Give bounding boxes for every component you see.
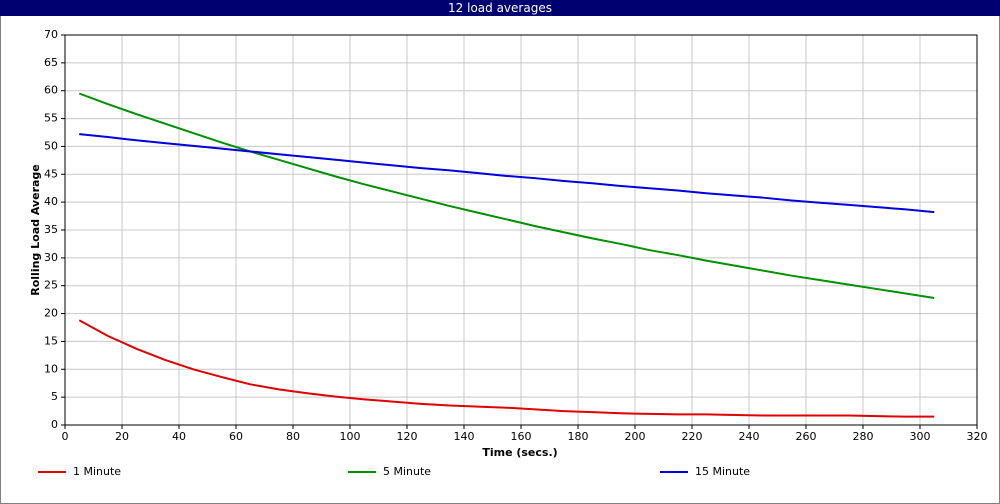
x-tick-label: 40	[172, 430, 186, 443]
x-tick-label: 260	[796, 430, 817, 443]
y-tick-label: 0	[51, 418, 58, 431]
plot-border	[64, 34, 978, 426]
y-tick-label: 50	[44, 139, 58, 152]
series-line	[79, 133, 935, 214]
x-tick-label: 100	[340, 430, 361, 443]
x-tick-label: 140	[454, 430, 475, 443]
x-axis-label: Time (secs.)	[482, 446, 557, 459]
y-tick-label: 45	[44, 167, 58, 180]
y-tick-label: 40	[44, 195, 58, 208]
y-tick-label: 55	[44, 112, 58, 125]
legend-label: 5 Minute	[383, 465, 431, 478]
x-tick-label: 60	[229, 430, 243, 443]
x-tick-label: 220	[682, 430, 703, 443]
x-tick-label: 20	[115, 430, 129, 443]
series-line	[78, 319, 935, 418]
x-tick-label: 200	[625, 430, 646, 443]
y-tick-label: 70	[44, 28, 58, 41]
x-tick-label: 160	[511, 430, 532, 443]
x-tick-label: 120	[397, 430, 418, 443]
x-tick-label: 320	[967, 430, 988, 443]
y-tick-label: 30	[44, 251, 58, 264]
y-tick-label: 15	[44, 334, 58, 347]
legend-label: 1 Minute	[73, 465, 121, 478]
y-tick-label: 20	[44, 307, 58, 320]
x-tick-label: 180	[568, 430, 589, 443]
x-tick-label: 280	[853, 430, 874, 443]
title-bar	[0, 0, 1000, 16]
y-tick-label: 60	[44, 84, 58, 97]
x-tick-label: 0	[62, 430, 69, 443]
chart-title: 12 load averages	[448, 1, 552, 15]
x-tick-label: 240	[739, 430, 760, 443]
y-tick-label: 65	[44, 56, 58, 69]
series-line	[78, 92, 935, 299]
x-tick-label: 80	[286, 430, 300, 443]
y-axis-label: Rolling Load Average	[29, 164, 42, 296]
y-tick-label: 25	[44, 279, 58, 292]
y-tick-label: 5	[51, 390, 58, 403]
y-tick-label: 35	[44, 223, 58, 236]
x-tick-label: 300	[910, 430, 931, 443]
y-tick-label: 10	[44, 362, 58, 375]
legend-label: 15 Minute	[695, 465, 750, 478]
